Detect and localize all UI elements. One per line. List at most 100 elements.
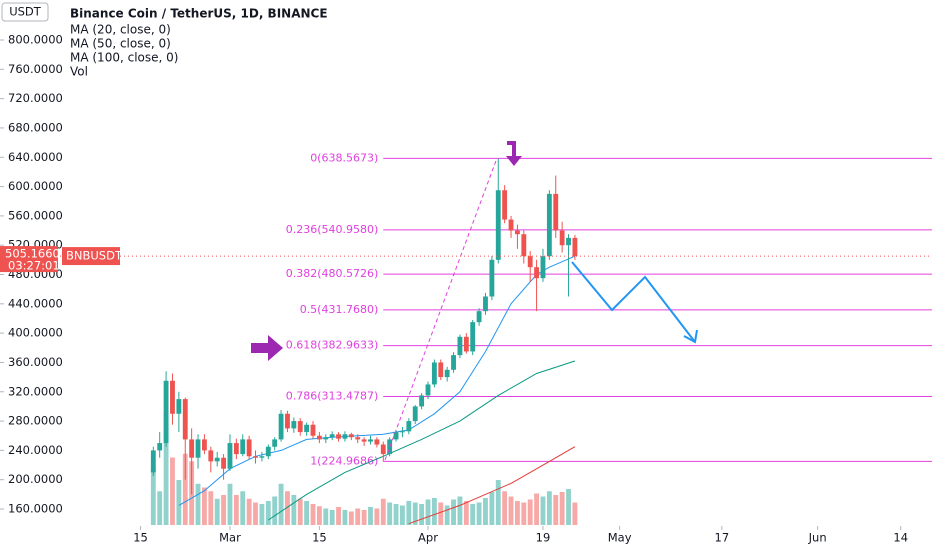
candle-body	[361, 439, 367, 442]
volume-bar	[182, 453, 188, 525]
volume-bar	[285, 491, 290, 525]
volume-bar	[566, 489, 571, 525]
candle-body	[559, 230, 565, 246]
candle-body	[310, 424, 316, 436]
fib-label: 1(224.9686)	[310, 454, 378, 467]
volume-bar	[201, 487, 207, 525]
candle-body	[431, 362, 437, 385]
volume-bar	[495, 480, 501, 525]
y-tick-label: 160.0000	[8, 502, 63, 516]
volume-bar	[253, 502, 258, 525]
candle-body	[412, 406, 418, 422]
volume-bar	[304, 501, 310, 525]
volume-bar	[470, 504, 476, 525]
volume-bar	[278, 483, 284, 525]
volume-bar	[483, 498, 488, 525]
volume-bar	[502, 491, 508, 525]
candle-body	[572, 237, 578, 257]
volume-bar	[316, 506, 322, 525]
candle-body	[329, 434, 335, 438]
candle-body	[348, 434, 354, 438]
candle-body	[393, 432, 399, 440]
volume-bar	[540, 496, 546, 525]
candle-body	[380, 444, 386, 455]
candle-body	[374, 439, 380, 445]
volume-bar	[527, 499, 533, 525]
volume-bar	[380, 498, 386, 525]
x-tick-label: 15	[133, 531, 148, 545]
symbol-badge-bg	[62, 247, 120, 266]
volume-bar	[521, 502, 527, 525]
volume-bar	[463, 501, 469, 525]
legend-entry: MA (20, close, 0)	[70, 23, 171, 37]
countdown: 03:27:01	[8, 259, 60, 273]
candle-body	[189, 439, 195, 458]
volume-bar	[489, 492, 495, 525]
volume-bar	[291, 495, 297, 525]
axis-layer: 160.0000 200.0000 240.0000 280.0000 320.0000…	[0, 33, 908, 545]
candle-body	[297, 421, 303, 433]
volume-bar	[240, 491, 246, 525]
volume-bar	[208, 491, 214, 525]
candle-body	[163, 380, 169, 444]
volume-bar	[265, 501, 271, 525]
volume-bar	[195, 483, 201, 525]
volume-bar	[559, 492, 565, 525]
y-tick-label: 280.0000	[8, 414, 63, 428]
candle-body	[566, 237, 571, 246]
candle-body	[316, 435, 322, 440]
volume-bar	[457, 496, 463, 525]
projection-arrowhead	[683, 329, 698, 344]
candle-body	[176, 399, 182, 414]
candle-body	[476, 311, 482, 323]
volume-bar	[508, 496, 514, 525]
fib-label: 0.382(480.5726)	[286, 267, 379, 280]
volume-bar	[412, 502, 418, 525]
candle-body	[285, 413, 290, 429]
volume-bar	[444, 505, 450, 525]
volume-bar	[170, 457, 175, 525]
chart-title: Binance Coin / TetherUS, 1D, BINANCE	[70, 7, 328, 21]
candle-body	[272, 439, 278, 447]
volume-bar	[425, 499, 431, 525]
volume-bar	[476, 502, 482, 525]
x-tick-label: 14	[893, 531, 908, 545]
x-tick-label: 15	[312, 531, 327, 545]
volume-bar	[361, 510, 367, 525]
candle-body	[323, 437, 329, 440]
candle-body	[540, 256, 546, 279]
candle-body	[259, 456, 265, 458]
candle-body	[291, 421, 297, 429]
candle-body	[355, 437, 361, 440]
volume-bar	[297, 498, 303, 525]
volume-bar	[323, 508, 329, 525]
arrow-down	[506, 141, 522, 166]
candle-body	[406, 421, 412, 432]
legend-entry: MA (50, close, 0)	[70, 37, 171, 51]
fib-label: 0.236(540.9580)	[286, 223, 379, 236]
volume-bar	[400, 505, 405, 525]
x-tick-label: Mar	[219, 531, 241, 545]
candle-body	[157, 443, 163, 451]
candle-body	[240, 439, 246, 455]
x-tick-label: 17	[715, 531, 730, 545]
y-tick-label: 680.0000	[8, 120, 63, 134]
y-tick-label: 800.0000	[8, 33, 63, 47]
x-tick-label: May	[608, 531, 632, 545]
candle-body	[400, 431, 405, 433]
volume-bar	[336, 507, 341, 525]
candle-body	[470, 322, 476, 352]
candle-body	[246, 439, 252, 457]
candle-body	[368, 439, 373, 442]
candle-body	[419, 395, 425, 407]
y-tick-label: 320.0000	[8, 384, 63, 398]
volume-bar	[419, 504, 425, 525]
candle-body	[489, 259, 495, 297]
candle-body	[553, 193, 559, 231]
volume-bar	[329, 510, 335, 525]
candle-body	[265, 446, 271, 457]
volume-bar	[157, 491, 163, 525]
fib-label: 0.618(382.9633)	[286, 339, 379, 352]
